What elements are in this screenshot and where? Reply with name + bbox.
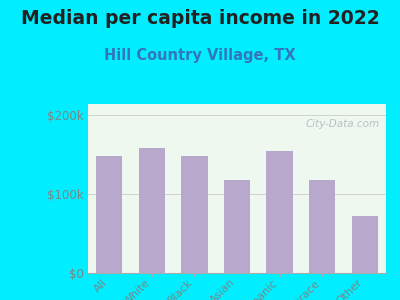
Bar: [139, 148, 165, 273]
Bar: [266, 151, 293, 273]
Bar: [224, 180, 250, 273]
Text: Hill Country Village, TX: Hill Country Village, TX: [104, 48, 296, 63]
Text: City-Data.com: City-Data.com: [306, 119, 380, 129]
Text: Median per capita income in 2022: Median per capita income in 2022: [21, 9, 379, 28]
Bar: [96, 156, 122, 273]
Bar: [352, 216, 378, 273]
Bar: [309, 180, 335, 273]
Bar: [181, 156, 208, 273]
